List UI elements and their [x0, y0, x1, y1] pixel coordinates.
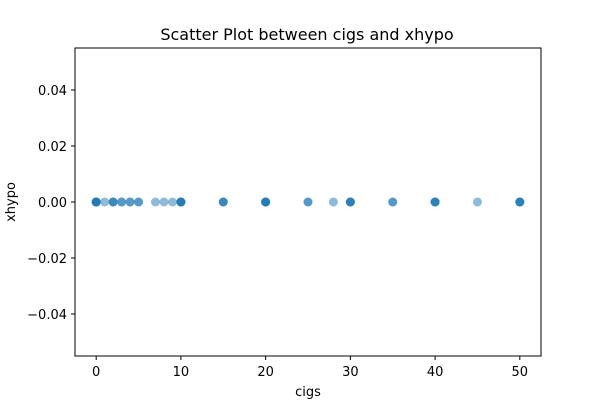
data-point	[167, 197, 177, 207]
x-tick-label: 30	[342, 365, 359, 380]
y-axis-label: xhypo	[4, 182, 19, 222]
x-tick-label: 20	[257, 365, 274, 380]
x-tick-label: 10	[173, 365, 190, 380]
data-point	[117, 197, 127, 207]
data-point	[125, 197, 135, 207]
y-tick-label: −0.04	[27, 308, 67, 323]
data-point	[515, 197, 525, 207]
x-axis-label: cigs	[295, 385, 321, 400]
data-point	[388, 197, 398, 207]
data-point	[100, 197, 110, 207]
data-point	[218, 197, 228, 207]
x-axis: 0 10 20 30 40 50	[92, 356, 528, 380]
data-point	[159, 197, 169, 207]
y-tick-label: 0.02	[38, 140, 67, 155]
y-axis: −0.04 −0.02 0.00 0.02 0.04	[27, 84, 75, 323]
data-point	[430, 197, 440, 207]
chart-title: Scatter Plot between cigs and xhypo	[160, 25, 453, 44]
y-tick-label: −0.02	[27, 252, 67, 267]
x-tick-label: 40	[427, 365, 444, 380]
x-tick-label: 50	[512, 365, 529, 380]
data-point	[134, 197, 144, 207]
y-tick-label: 0.00	[38, 196, 67, 211]
data-point	[176, 197, 186, 207]
data-point	[472, 197, 482, 207]
data-point	[91, 197, 101, 207]
data-point	[345, 197, 355, 207]
data-point	[261, 197, 271, 207]
data-point	[150, 197, 160, 207]
x-tick-label: 0	[92, 365, 100, 380]
data-point	[303, 197, 313, 207]
data-point	[328, 197, 338, 207]
y-tick-label: 0.04	[38, 84, 67, 99]
points-layer	[91, 197, 525, 207]
data-point	[108, 197, 118, 207]
